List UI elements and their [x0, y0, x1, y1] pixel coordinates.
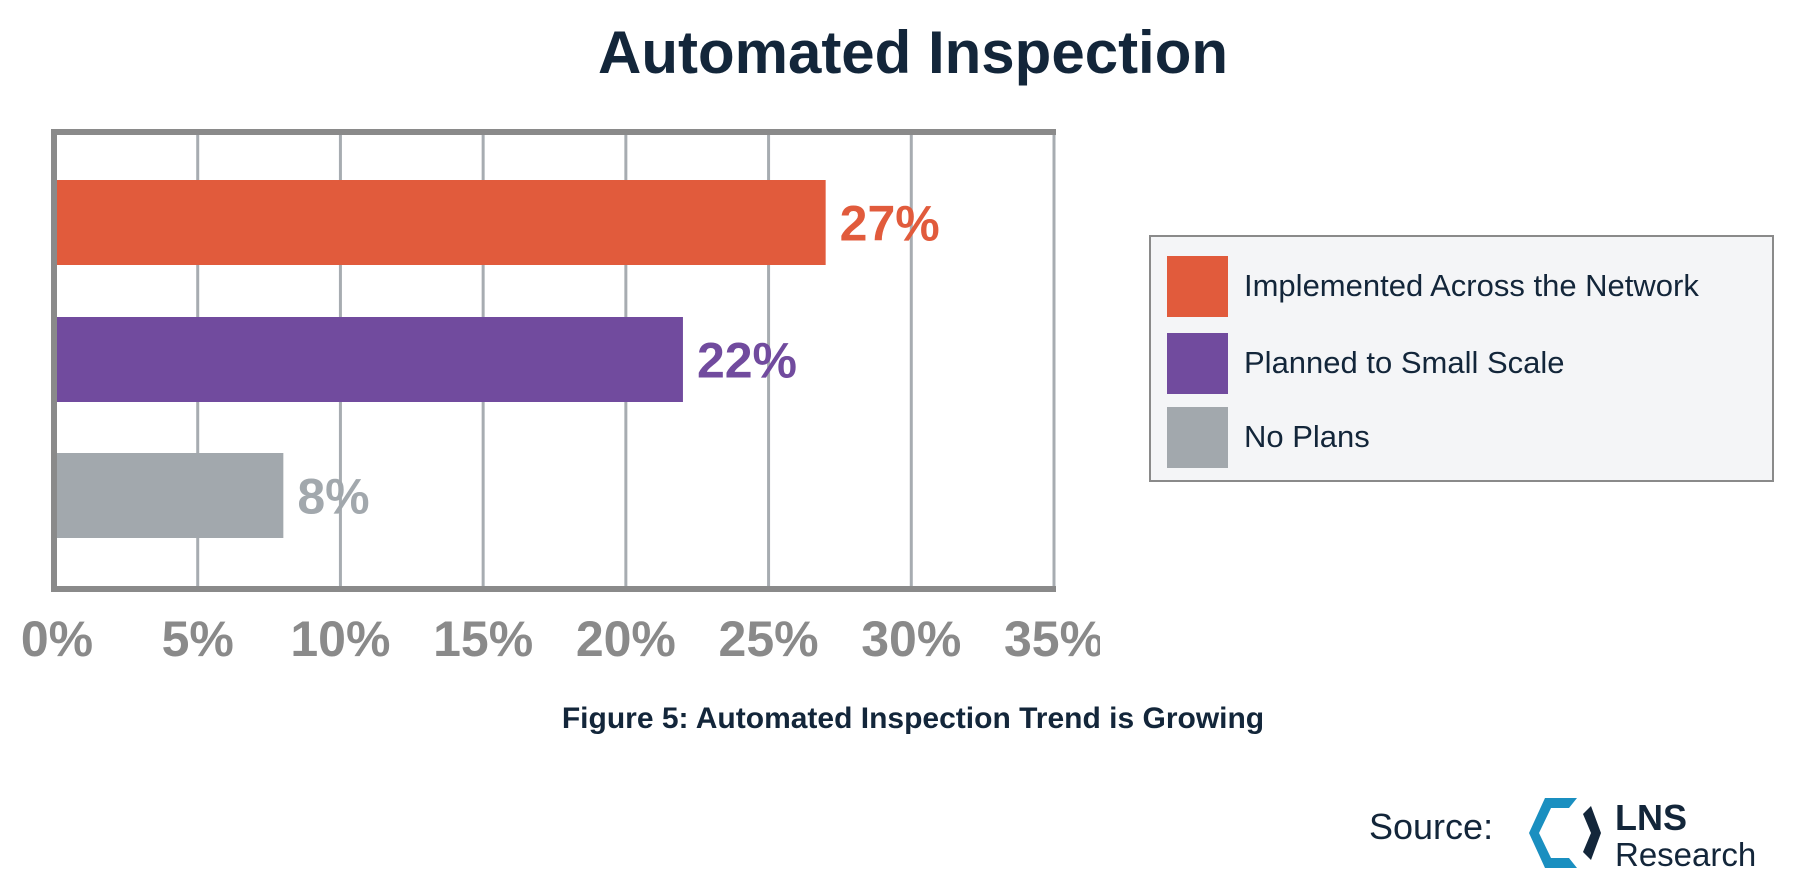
legend-label: Implemented Across the Network [1244, 268, 1699, 303]
x-tick-label: 35% [1004, 611, 1100, 667]
legend-swatch [1167, 255, 1228, 317]
x-tick-label: 30% [861, 611, 961, 667]
x-tick-label: 15% [433, 611, 533, 667]
logo-text-research: Research [1615, 836, 1756, 871]
bar [57, 453, 284, 538]
legend-label: No Plans [1244, 419, 1370, 454]
logo-text-lns: LNS [1615, 797, 1687, 838]
data-label: 27% [840, 196, 940, 252]
bar [57, 317, 683, 402]
legend-item: Planned to Small Scale [1167, 332, 1565, 394]
bar [57, 180, 826, 265]
data-label: 8% [297, 469, 369, 525]
x-tick-label: 10% [290, 611, 390, 667]
x-tick-label: 0% [21, 611, 93, 667]
figure-caption: Figure 5: Automated Inspection Trend is … [561, 702, 1265, 735]
bar-chart: 0% 5% 10% 15% 20% 25% 30% 35% 27% 22% 8% [21, 129, 1100, 667]
legend-item: No Plans [1167, 406, 1370, 468]
logo-bracket-left [1529, 798, 1577, 868]
legend-label: Planned to Small Scale [1244, 345, 1565, 380]
legend-swatch [1167, 406, 1228, 468]
chart-title: Automated Inspection [597, 19, 1229, 86]
legend: Implemented Across the Network Planned t… [1149, 235, 1774, 482]
x-tick-label: 25% [719, 611, 819, 667]
data-label: 22% [697, 333, 797, 389]
legend-swatch [1167, 332, 1228, 394]
legend-item: Implemented Across the Network [1167, 255, 1699, 317]
logo-bracket-right [1583, 806, 1601, 860]
source-label: Source: [1369, 806, 1494, 847]
x-tick-label: 5% [162, 611, 234, 667]
plot-frame [51, 129, 1056, 592]
x-tick-label: 20% [576, 611, 676, 667]
lns-logo: LNS Research [1529, 797, 1756, 871]
